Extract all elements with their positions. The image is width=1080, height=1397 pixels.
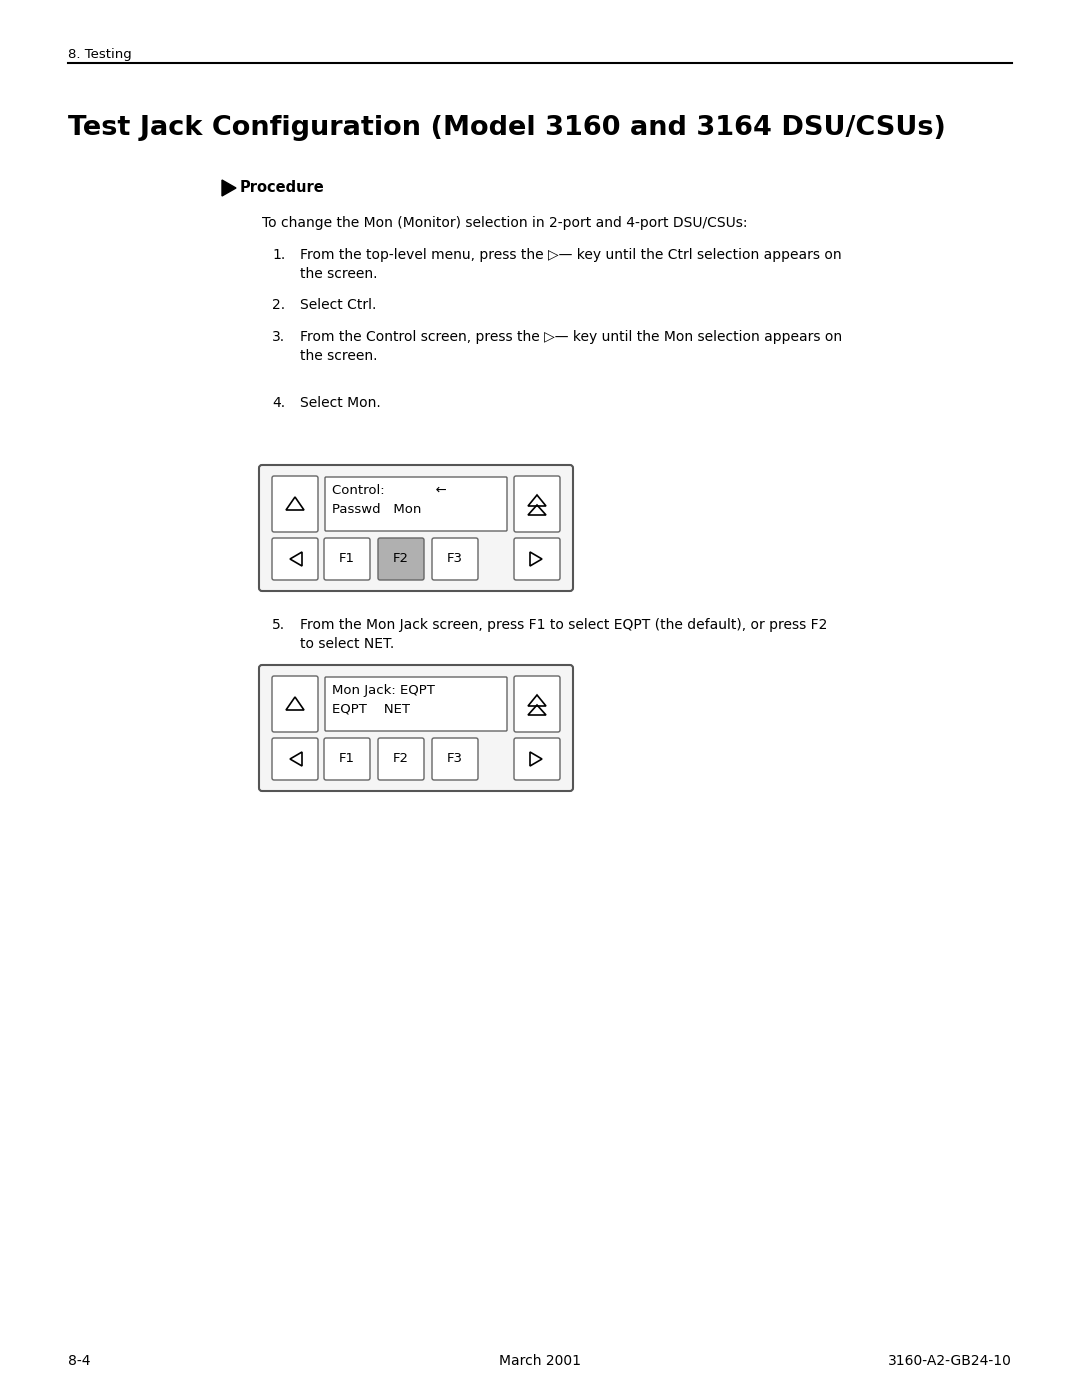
FancyBboxPatch shape — [272, 538, 318, 580]
FancyBboxPatch shape — [514, 538, 561, 580]
Text: 5.: 5. — [272, 617, 285, 631]
Text: Select Ctrl.: Select Ctrl. — [300, 298, 376, 312]
Text: 1.: 1. — [272, 249, 285, 263]
Text: the screen.: the screen. — [300, 267, 378, 281]
Text: From the Control screen, press the ▷— key until the Mon selection appears on: From the Control screen, press the ▷— ke… — [300, 330, 842, 344]
FancyBboxPatch shape — [378, 538, 424, 580]
FancyBboxPatch shape — [272, 676, 318, 732]
Text: F2: F2 — [393, 753, 409, 766]
Text: F3: F3 — [447, 552, 463, 566]
Text: Test Jack Configuration (Model 3160 and 3164 DSU/CSUs): Test Jack Configuration (Model 3160 and … — [68, 115, 946, 141]
FancyBboxPatch shape — [272, 476, 318, 532]
Text: F1: F1 — [339, 552, 355, 566]
Text: 4.: 4. — [272, 395, 285, 409]
Text: F3: F3 — [447, 753, 463, 766]
Polygon shape — [222, 180, 237, 196]
Text: Procedure: Procedure — [240, 180, 325, 196]
Text: the screen.: the screen. — [300, 349, 378, 363]
FancyBboxPatch shape — [432, 738, 478, 780]
Text: Passwd   Mon: Passwd Mon — [332, 503, 421, 515]
Text: To change the Mon (Monitor) selection in 2-port and 4-port DSU/CSUs:: To change the Mon (Monitor) selection in… — [262, 217, 747, 231]
FancyBboxPatch shape — [514, 676, 561, 732]
FancyBboxPatch shape — [325, 678, 507, 731]
FancyBboxPatch shape — [324, 538, 370, 580]
Text: 3160-A2-GB24-10: 3160-A2-GB24-10 — [888, 1354, 1012, 1368]
FancyBboxPatch shape — [514, 738, 561, 780]
Text: 2.: 2. — [272, 298, 285, 312]
Text: 8-4: 8-4 — [68, 1354, 91, 1368]
Text: Select Mon.: Select Mon. — [300, 395, 381, 409]
Text: F2: F2 — [393, 552, 409, 566]
FancyBboxPatch shape — [432, 538, 478, 580]
FancyBboxPatch shape — [514, 476, 561, 532]
Text: Mon Jack: EQPT: Mon Jack: EQPT — [332, 685, 435, 697]
Text: F1: F1 — [339, 753, 355, 766]
Text: to select NET.: to select NET. — [300, 637, 394, 651]
FancyBboxPatch shape — [325, 476, 507, 531]
Text: March 2001: March 2001 — [499, 1354, 581, 1368]
FancyBboxPatch shape — [378, 738, 424, 780]
FancyBboxPatch shape — [259, 665, 573, 791]
Text: EQPT    NET: EQPT NET — [332, 703, 410, 717]
Text: Control:            ←: Control: ← — [332, 483, 447, 497]
Text: 8. Testing: 8. Testing — [68, 47, 132, 61]
FancyBboxPatch shape — [272, 738, 318, 780]
Text: From the Mon Jack screen, press F1 to select EQPT (the default), or press F2: From the Mon Jack screen, press F1 to se… — [300, 617, 827, 631]
FancyBboxPatch shape — [324, 738, 370, 780]
FancyBboxPatch shape — [259, 465, 573, 591]
Text: From the top-level menu, press the ▷— key until the Ctrl selection appears on: From the top-level menu, press the ▷— ke… — [300, 249, 841, 263]
Text: 3.: 3. — [272, 330, 285, 344]
